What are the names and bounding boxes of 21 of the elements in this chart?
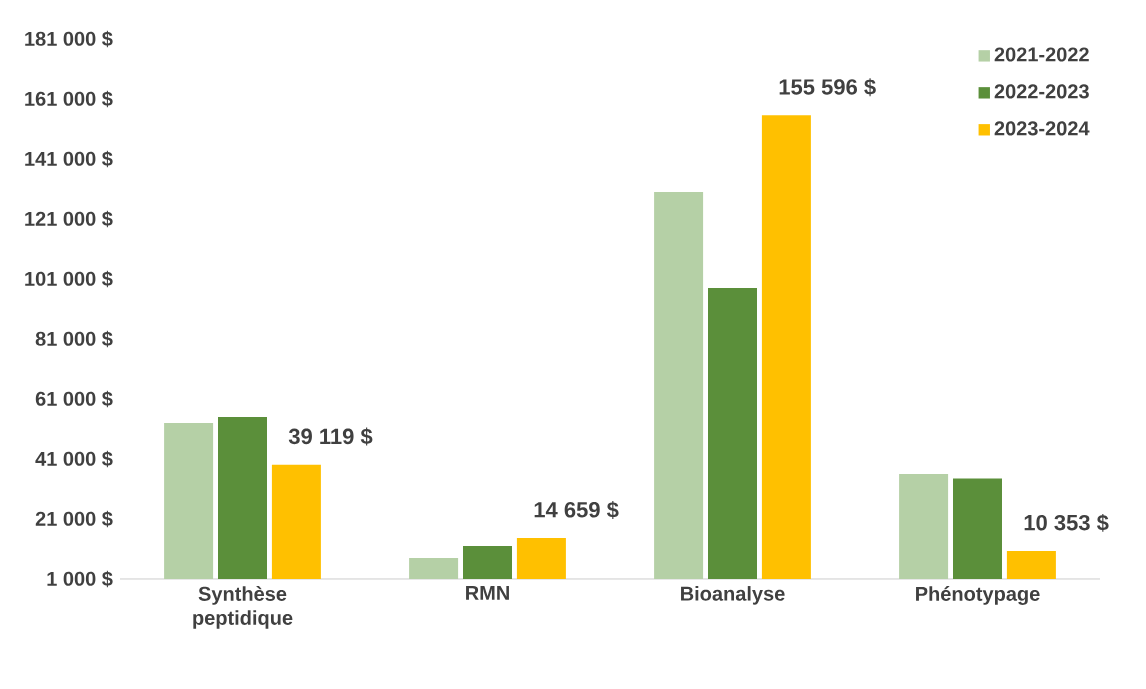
x-tick-label: Synthèse peptidique: [193, 586, 293, 629]
data-label: 14 659 $: [534, 501, 619, 519]
y-tick-label: 41 000 $: [35, 450, 113, 468]
y-tick-label: 101 000 $: [25, 270, 113, 288]
y-tick-label: 181 000 $: [25, 30, 113, 48]
x-tick-label: RMN: [466, 586, 509, 600]
data-label: 155 596 $: [779, 78, 876, 97]
y-tick-label: 121 000 $: [25, 210, 113, 228]
legend-label: 2023-2024: [994, 121, 1090, 136]
y-tick-label: 161 000 $: [25, 90, 113, 108]
data-label: 10 353 $: [1024, 513, 1109, 532]
x-tick-label: Bioanalyse: [681, 586, 785, 605]
y-tick-label: 1 000 $: [47, 570, 113, 588]
legend-label: 2021-2022: [994, 47, 1089, 62]
y-tick-label: 141 000 $: [25, 150, 113, 168]
y-tick-label: 61 000 $: [35, 390, 113, 408]
x-tick-label: Phénotypage: [916, 586, 1040, 605]
y-tick-label: 81 000 $: [35, 330, 113, 348]
y-tick-label: 21 000 $: [35, 510, 113, 528]
data-label: 39 119 $: [288, 427, 373, 446]
legend-label: 2022-2023: [994, 84, 1089, 99]
